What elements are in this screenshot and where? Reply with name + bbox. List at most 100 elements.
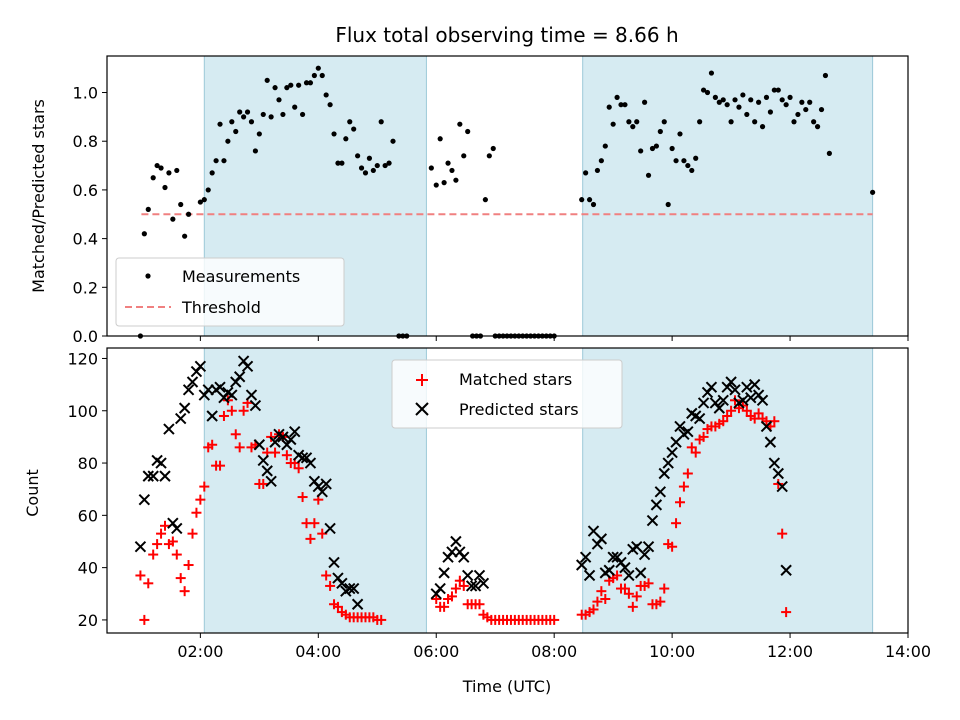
legend-measurements-label: Measurements (182, 267, 300, 286)
predicted-star-point (764, 436, 777, 448)
measurement-point (327, 102, 333, 108)
predicted-star-point (186, 376, 199, 388)
measurement-point (449, 167, 455, 174)
measurement-point (378, 119, 384, 125)
predicted-star-point (336, 577, 348, 590)
measurement-point (166, 170, 172, 176)
predicted-star-point (171, 522, 183, 535)
predicted-star-point (638, 548, 651, 561)
matched-star-point (305, 533, 316, 544)
predicted-star-point (257, 454, 269, 467)
measurement-point (296, 82, 302, 88)
predicted-star-point (469, 580, 482, 592)
predicted-star-point (249, 399, 262, 412)
measurement-point (366, 155, 373, 161)
predicted-star-point (725, 376, 737, 388)
bottom-x-ticks: 02:00 04:00 06:00 08:00 10:00 12:00 14:00 (177, 633, 931, 661)
bottom-x-axis-label: Time (UTC) (462, 677, 551, 696)
matched-star-point (297, 492, 308, 503)
measurement-point (170, 216, 176, 222)
measurement-point (225, 138, 231, 144)
predicted-star-point (603, 564, 615, 576)
measurement-point (657, 128, 663, 135)
measurement-point (323, 92, 329, 98)
predicted-star-point (619, 561, 631, 574)
measurement-point (645, 172, 652, 178)
top-x-ticks (199, 336, 909, 341)
predicted-star-point (245, 389, 258, 401)
measurement-point (174, 167, 180, 174)
measurement-point (461, 153, 467, 159)
predicted-star-point (289, 425, 301, 438)
predicted-star-point (666, 446, 678, 459)
predicted-star-point (583, 569, 596, 582)
measurement-point (343, 136, 349, 142)
measurement-point (626, 119, 632, 125)
measurement-point (775, 87, 781, 93)
predicted-star-point (650, 499, 663, 511)
predicted-star-point (741, 381, 753, 393)
measurement-point (221, 158, 227, 164)
predicted-star-point (477, 577, 490, 590)
predicted-star-point (760, 420, 773, 433)
measurement-point (614, 94, 620, 100)
matched-star-point (600, 594, 611, 605)
measurement-point (634, 119, 640, 125)
predicted-star-point (253, 439, 266, 451)
predicted-star-point (693, 412, 706, 425)
measurement-point (465, 128, 471, 135)
predicted-star-point (646, 514, 659, 527)
top-legend-box (115, 257, 345, 327)
matched-star-point (143, 578, 154, 589)
bottom-predicted-points (134, 355, 792, 610)
measurement-point (724, 102, 730, 108)
predicted-star-point (233, 371, 246, 383)
predicted-star-point (780, 564, 792, 576)
matched-star-point (167, 536, 178, 547)
predicted-star-point (269, 436, 281, 448)
predicted-star-point (450, 535, 462, 548)
measurement-point (482, 197, 488, 203)
legend-predicted-label: Predicted stars (459, 400, 579, 419)
matched-star-point (722, 410, 733, 421)
measurement-point (708, 70, 715, 76)
top-axes-frame (106, 55, 909, 337)
predicted-star-point (717, 394, 729, 407)
measurement-point (362, 170, 369, 176)
matched-star-point (631, 591, 642, 602)
measurement-point (331, 131, 337, 137)
measurement-point (791, 119, 797, 125)
predicted-star-point (226, 389, 238, 401)
measurement-point (268, 114, 274, 120)
matched-star-point (655, 596, 666, 607)
x-tick-label: 14:00 (885, 642, 931, 661)
measurement-point (602, 143, 608, 149)
shaded-interval-1 (582, 347, 874, 634)
measurement-point (610, 121, 616, 127)
measurement-point (783, 102, 789, 108)
bottom-y-axis-label: Count (23, 469, 42, 517)
measurement-point (490, 145, 496, 152)
matched-star-point (152, 539, 163, 550)
matched-star-point (332, 601, 343, 612)
measurement-point (307, 80, 314, 86)
measurement-point (486, 153, 492, 159)
matched-star-point (230, 429, 241, 440)
predicted-star-point (134, 541, 147, 553)
measurement-point (178, 201, 184, 208)
predicted-star-point (642, 541, 655, 553)
measurement-point (185, 211, 192, 217)
matched-star-point (218, 410, 229, 421)
measurement-point (677, 131, 683, 137)
predicted-star-point (344, 582, 356, 595)
measurement-point (229, 119, 235, 125)
measurement-point (579, 197, 585, 203)
measurement-point (284, 85, 290, 91)
measurement-point (826, 150, 832, 156)
measurement-point (756, 99, 762, 105)
matched-star-point (446, 591, 457, 602)
matched-star-point (139, 614, 150, 625)
matched-star-point (619, 583, 630, 594)
measurement-point (205, 187, 211, 193)
predicted-star-point (658, 467, 670, 480)
